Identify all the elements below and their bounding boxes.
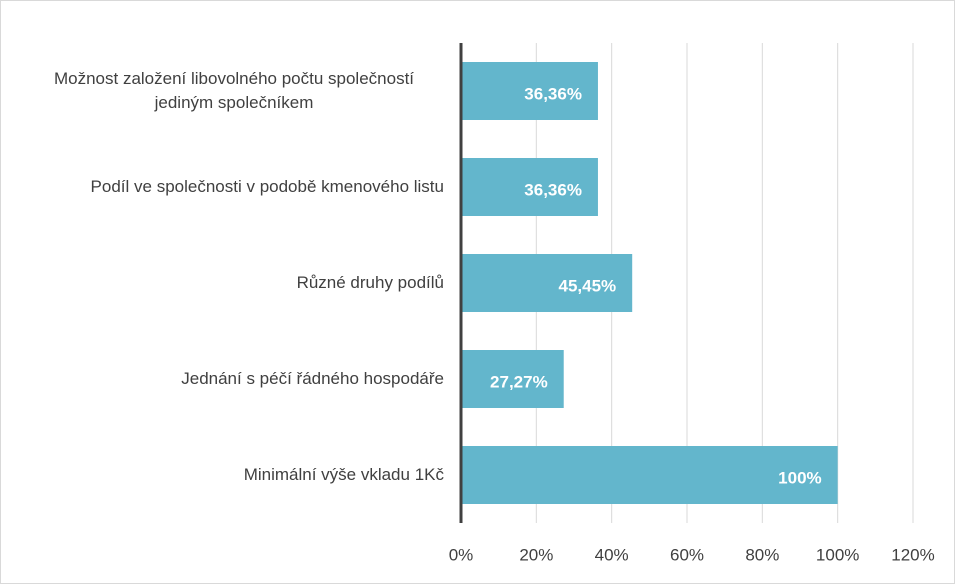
y-tick-label-box: Různé druhy podílů — [11, 235, 444, 331]
y-tick-label: Minimální výše vkladu 1Kč — [243, 465, 444, 484]
bar — [461, 62, 598, 120]
bar — [461, 350, 564, 408]
data-label: 27,27% — [490, 372, 548, 391]
y-tick-label: Možnost založení libovolného počtu spole… — [53, 69, 415, 112]
x-tick-label: 40% — [595, 545, 629, 564]
bar — [461, 158, 598, 216]
data-label: 36,36% — [524, 84, 582, 103]
bar — [461, 254, 633, 312]
data-label: 36,36% — [524, 180, 582, 199]
x-tick-label: 60% — [670, 545, 704, 564]
y-tick-label-box: Jednání s péčí řádného hospodáře — [11, 331, 444, 427]
bar — [461, 446, 838, 504]
x-tick-label: 80% — [745, 545, 779, 564]
x-tick-label: 100% — [816, 545, 859, 564]
y-tick-label: Jednání s péčí řádného hospodáře — [181, 369, 444, 388]
data-label: 100% — [778, 468, 821, 487]
data-label: 45,45% — [559, 276, 617, 295]
x-tick-label: 0% — [449, 545, 474, 564]
x-tick-label: 120% — [891, 545, 934, 564]
x-tick-label: 20% — [519, 545, 553, 564]
y-tick-label-box: Podíl ve společnosti v podobě kmenového … — [11, 139, 444, 235]
y-tick-label-box: Minimální výše vkladu 1Kč — [11, 427, 444, 523]
y-tick-label: Různé druhy podílů — [296, 273, 444, 292]
y-tick-label: Podíl ve společnosti v podobě kmenového … — [90, 177, 444, 196]
y-tick-label-box: Možnost založení libovolného počtu spole… — [11, 43, 444, 139]
